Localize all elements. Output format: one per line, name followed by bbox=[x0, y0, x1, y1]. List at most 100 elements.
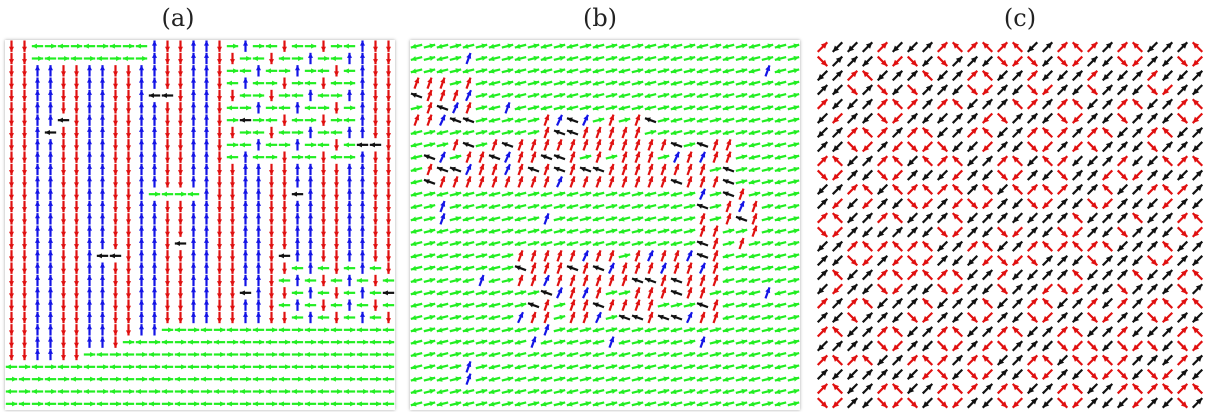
spin-arrow-a bbox=[217, 163, 222, 176]
spin-arrow-b bbox=[774, 142, 787, 148]
spin-arrow-b bbox=[436, 327, 449, 333]
spin-arrow-c bbox=[966, 283, 979, 295]
spin-arrow-b bbox=[436, 302, 449, 308]
spin-arrow-a bbox=[70, 56, 83, 61]
spin-arrow-a bbox=[308, 287, 313, 299]
spin-arrow-a bbox=[126, 200, 131, 213]
spin-arrow-c bbox=[831, 155, 844, 167]
spin-arrow-a bbox=[178, 274, 183, 287]
spin-arrow-a bbox=[48, 237, 53, 250]
spin-arrow-b bbox=[673, 163, 680, 176]
spin-arrow-c bbox=[1071, 155, 1084, 167]
spin-arrow-c bbox=[966, 126, 979, 139]
spin-arrow-a bbox=[178, 65, 183, 77]
spin-arrow-c bbox=[936, 368, 949, 380]
spin-arrow-a bbox=[57, 376, 70, 382]
spin-arrow-c bbox=[1011, 283, 1024, 295]
spin-arrow-b bbox=[556, 176, 563, 188]
spin-arrow-a bbox=[217, 77, 222, 89]
spin-arrow-c bbox=[1191, 340, 1204, 352]
spin-arrow-b bbox=[436, 130, 449, 136]
spin-arrow-c bbox=[1146, 112, 1159, 124]
spin-arrow-b bbox=[517, 138, 524, 151]
spin-arrow-c bbox=[1116, 84, 1129, 96]
spin-arrow-b bbox=[774, 167, 787, 173]
spin-arrow-b bbox=[787, 388, 800, 394]
spin-arrow-b bbox=[657, 376, 670, 382]
spin-arrow-a bbox=[252, 376, 265, 382]
spin-arrow-a bbox=[243, 77, 248, 89]
spin-arrow-b bbox=[566, 191, 579, 197]
spin-arrow-c bbox=[1056, 55, 1069, 67]
spin-arrow-c bbox=[861, 141, 874, 153]
spin-arrow-a bbox=[386, 163, 391, 176]
spin-arrow-c bbox=[921, 283, 934, 295]
spin-arrow-c bbox=[891, 269, 904, 281]
spin-arrow-b bbox=[696, 401, 709, 407]
spin-arrow-a bbox=[87, 114, 92, 126]
spin-arrow-a bbox=[256, 287, 261, 299]
spin-arrow-a bbox=[291, 117, 304, 123]
spin-arrow-a bbox=[239, 105, 252, 111]
spin-arrow-b bbox=[556, 249, 563, 262]
spin-arrow-c bbox=[966, 212, 979, 224]
spin-arrow-c bbox=[861, 198, 874, 210]
spin-arrow-b bbox=[722, 352, 735, 358]
spin-arrow-a bbox=[48, 163, 53, 176]
spin-arrow-b bbox=[761, 277, 774, 283]
spin-arrow-a bbox=[9, 77, 14, 89]
spin-arrow-c bbox=[1116, 397, 1129, 409]
spin-arrow-a bbox=[204, 65, 209, 77]
spin-arrow-c bbox=[1086, 283, 1099, 295]
spin-arrow-b bbox=[699, 286, 706, 299]
spin-arrow-a bbox=[386, 139, 391, 151]
spin-arrow-a bbox=[243, 163, 248, 176]
spin-arrow-c bbox=[996, 311, 1009, 324]
spin-arrow-b bbox=[631, 191, 644, 197]
spin-arrow-b bbox=[514, 80, 527, 86]
spin-arrow-b bbox=[410, 167, 423, 173]
spin-arrow-b bbox=[618, 204, 631, 210]
spin-arrow-a bbox=[109, 253, 122, 259]
spin-arrow-a bbox=[356, 376, 369, 382]
spin-arrow-b bbox=[475, 339, 488, 345]
spin-arrow-a bbox=[74, 225, 79, 237]
spin-arrow-a bbox=[165, 77, 170, 89]
spin-arrow-b bbox=[712, 151, 719, 164]
spin-arrow-a bbox=[386, 237, 391, 250]
spin-arrow-c bbox=[906, 226, 919, 238]
spin-arrow-c bbox=[861, 297, 874, 309]
spin-arrow-a bbox=[269, 274, 274, 287]
spin-arrow-b bbox=[722, 117, 735, 123]
spin-arrow-b bbox=[579, 191, 592, 197]
spin-arrow-a bbox=[239, 389, 252, 394]
spin-arrow-b bbox=[582, 250, 589, 262]
spin-arrow-c bbox=[1086, 269, 1099, 281]
spin-arrow-b bbox=[462, 228, 475, 234]
spin-arrow-b bbox=[722, 376, 735, 382]
spin-arrow-a bbox=[295, 299, 300, 311]
spin-arrow-a bbox=[360, 163, 365, 176]
spin-arrow-a bbox=[139, 237, 144, 250]
spin-arrow-c bbox=[1191, 368, 1204, 380]
spin-arrow-a bbox=[74, 163, 79, 176]
spin-arrow-a bbox=[356, 339, 369, 345]
spin-arrow-a bbox=[334, 262, 339, 274]
spin-arrow-b bbox=[774, 228, 787, 234]
spin-arrow-c bbox=[1146, 183, 1159, 195]
spin-arrow-a bbox=[382, 352, 395, 357]
spin-arrow-a bbox=[382, 401, 395, 407]
spin-arrow-b bbox=[670, 289, 683, 296]
spin-arrow-c bbox=[846, 126, 859, 139]
spin-arrow-b bbox=[410, 389, 423, 395]
spin-arrow-a bbox=[334, 102, 339, 114]
spin-arrow-a bbox=[57, 56, 70, 61]
spin-arrow-b bbox=[618, 364, 631, 370]
spin-arrow-a bbox=[291, 265, 304, 271]
spin-arrow-a bbox=[139, 225, 144, 237]
spin-arrow-b bbox=[478, 175, 485, 188]
spin-arrow-a bbox=[191, 225, 196, 237]
panel-b-arrow-field bbox=[410, 43, 800, 407]
spin-arrow-b bbox=[712, 237, 719, 250]
spin-arrow-a bbox=[35, 348, 40, 361]
